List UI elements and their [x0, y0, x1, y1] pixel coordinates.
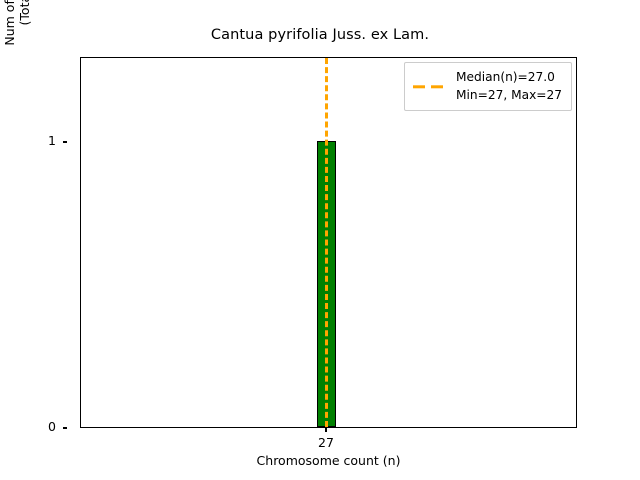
x-axis-label: Chromosome count (n): [256, 453, 401, 468]
chart-title: Cantua pyrifolia Juss. ex Lam.: [210, 27, 430, 43]
legend: Median(n)=27.0 Min=27, Max=27: [404, 62, 573, 112]
x-tick-mark: [325, 428, 327, 432]
legend-label-median: Median(n)=27.0: [456, 70, 555, 84]
x-tick-label: 27: [318, 435, 334, 450]
y-axis-label-line2: (Total 1): [17, 0, 32, 26]
y-tick-label: 1: [48, 133, 56, 148]
plot-axes: [80, 57, 577, 428]
legend-dashed-line-icon: [413, 81, 447, 93]
legend-entry-median: Median(n)=27.0 Min=27, Max=27: [413, 69, 562, 104]
y-tick-label: 0: [48, 419, 56, 434]
y-tick-mark: [63, 141, 67, 143]
legend-label-minmax: Min=27, Max=27: [456, 87, 563, 102]
y-tick-mark: [63, 427, 67, 429]
median-line: [325, 58, 328, 427]
plot-area: [81, 58, 576, 427]
